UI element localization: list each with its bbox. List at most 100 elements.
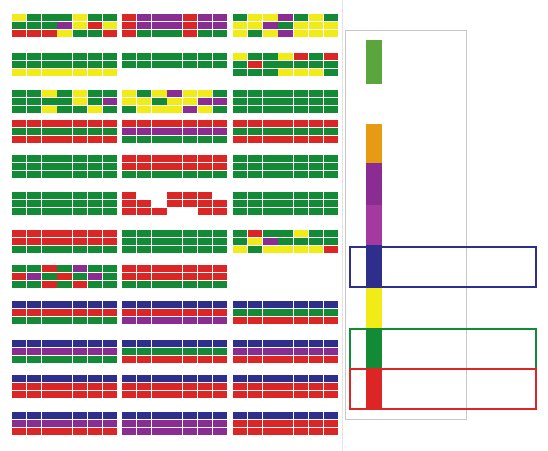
grid-cell [167,317,182,325]
grid-cell [72,356,87,364]
grid-cell [122,273,137,281]
grid-cell [122,230,137,238]
grid-cell [323,375,339,383]
grid-cell [197,317,213,325]
grid-cell [167,428,182,436]
grid-cell [122,265,137,273]
grid-cell [72,238,87,246]
grid-cell [72,22,87,30]
grid-cell [122,98,137,106]
grid-cell [212,208,228,216]
grid-cell [57,246,72,254]
grid-cell [87,383,103,391]
grid-cell [323,420,339,428]
grid-cell [308,106,324,114]
grid-cell [167,208,182,216]
pattern-block [122,230,228,254]
grid-cell [233,136,248,144]
grid-cell [248,69,263,77]
pattern-block [233,53,339,77]
grid-cell [12,246,27,254]
grid-cell [167,155,182,163]
grid-cell [42,383,57,391]
grid-cell [278,69,293,77]
grid-cell [197,391,213,399]
grid-cell [278,30,293,38]
grid-cell [102,238,118,246]
grid-cell [233,230,248,238]
grid-cell [248,230,263,238]
grid-cell [122,391,137,399]
grid-cell [12,420,27,428]
grid-cell [27,428,42,436]
grid-cell [87,356,103,364]
grid-cell [27,30,42,38]
grid-cell [167,391,182,399]
grid-cell [323,317,339,325]
grid-cell [278,120,293,128]
grid-cell [263,391,278,399]
grid-cell [57,136,72,144]
grid-cell [27,163,42,171]
pattern-block [122,375,228,399]
grid-cell [87,238,103,246]
grid-cell [182,428,197,436]
grid-cell [323,208,339,216]
pattern-block [122,340,228,364]
grid-cell [167,230,182,238]
grid-cell [122,69,137,77]
grid-cell [212,412,228,420]
grid-cell [197,340,213,348]
grid-cell [233,14,248,22]
grid-cell [27,120,42,128]
grid-cell [42,30,57,38]
grid-cell [308,375,324,383]
grid-cell [122,383,137,391]
grid-cell [308,412,324,420]
grid-cell [278,238,293,246]
grid-cell [12,230,27,238]
grid-cell [102,120,118,128]
grid-cell [87,273,103,281]
grid-cell [137,163,152,171]
grid-cell [233,412,248,420]
grid-cell [308,14,324,22]
grid-cell [212,53,228,61]
grid-cell [293,391,308,399]
grid-cell [263,230,278,238]
grid-cell [152,391,167,399]
grid-cell [137,383,152,391]
grid-cell [42,317,57,325]
grid-cell [122,200,137,208]
grid-cell [323,356,339,364]
grid-cell [137,106,152,114]
pattern-block [122,412,228,436]
grid-cell [197,200,213,208]
grid-cell [42,22,57,30]
grid-cell [102,428,118,436]
grid-cell [152,238,167,246]
grid-cell [212,106,228,114]
grid-cell [72,309,87,317]
grid-cell [57,281,72,289]
grid-cell [308,155,324,163]
grid-cell [152,22,167,30]
grid-cell [182,30,197,38]
grid-cell [308,391,324,399]
grid-cell [248,246,263,254]
grid-cell [57,420,72,428]
grid-cell [167,375,182,383]
grid-cell [182,22,197,30]
grid-cell [308,301,324,309]
grid-cell [248,30,263,38]
grid-cell [212,171,228,179]
grid-cell [233,246,248,254]
grid-cell [12,375,27,383]
grid-cell [27,348,42,356]
grid-cell [122,128,137,136]
grid-cell [263,128,278,136]
grid-cell [278,22,293,30]
grid-cell [212,128,228,136]
grid-cell [12,61,27,69]
grid-cell [167,98,182,106]
